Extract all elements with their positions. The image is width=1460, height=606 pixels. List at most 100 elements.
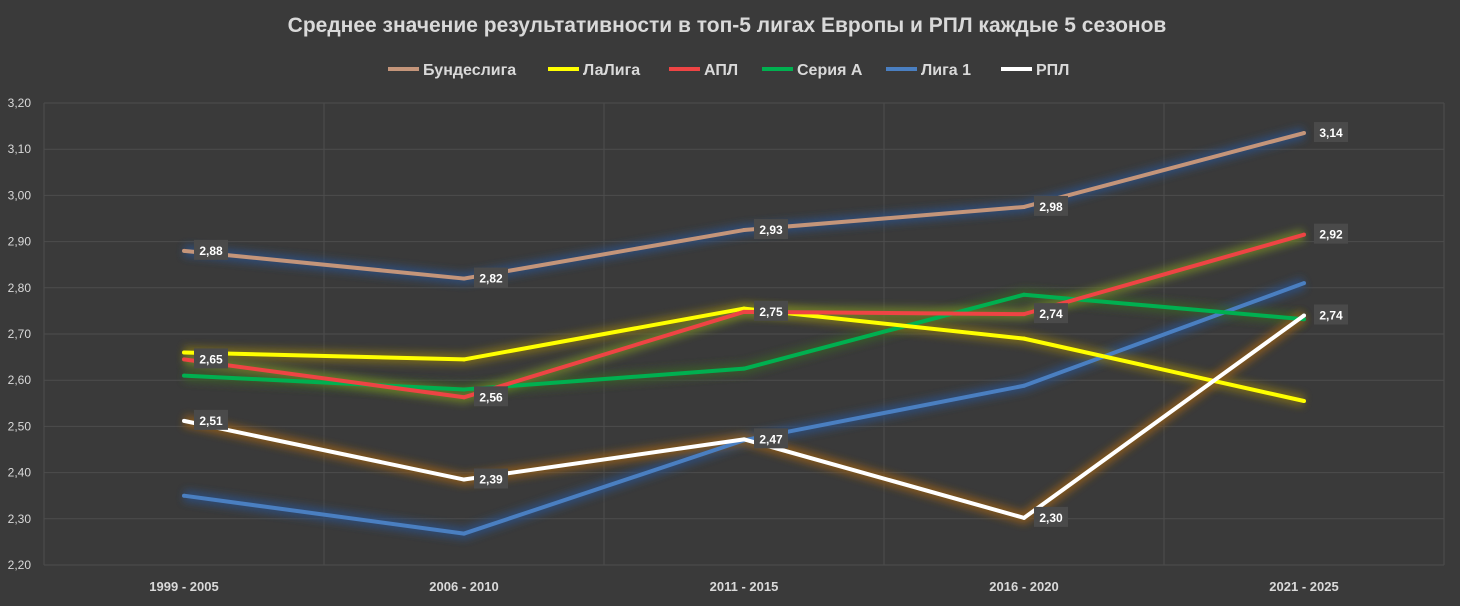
- legend-label: РПЛ: [1036, 62, 1069, 79]
- x-tick-label: 1999 - 2005: [149, 579, 218, 594]
- data-label-text: 2,88: [199, 244, 223, 258]
- series-point: [1302, 398, 1306, 403]
- series-point: [182, 350, 186, 355]
- y-tick-label: 2,90: [8, 235, 32, 249]
- data-label-box: [474, 468, 508, 489]
- legend: Бундеслига ЛаЛига АПЛ Серия А Лига 1 РПЛ: [388, 62, 1069, 79]
- series-point: [462, 477, 466, 482]
- series-point: [742, 366, 746, 371]
- data-label-box: [474, 267, 508, 288]
- data-label-text: 2,74: [1039, 307, 1063, 321]
- data-label: 2,98: [1034, 195, 1068, 216]
- y-tick-label: 2,30: [8, 512, 32, 526]
- series-point: [182, 357, 186, 362]
- legend-label: Лига 1: [921, 62, 971, 79]
- series-point: [182, 418, 186, 423]
- data-label: 2,82: [474, 267, 508, 288]
- x-tick-label: 2021 - 2025: [1269, 579, 1338, 594]
- data-label: 2,92: [1314, 223, 1348, 244]
- series-point: [462, 531, 466, 536]
- data-label-text: 2,82: [479, 272, 503, 286]
- legend-label: ЛаЛига: [583, 62, 640, 79]
- y-tick-label: 2,50: [8, 419, 32, 433]
- data-label: 2,74: [1034, 303, 1068, 324]
- data-label-text: 2,74: [1319, 309, 1343, 323]
- data-label-box: [194, 348, 228, 369]
- x-tick-label: 2006 - 2010: [429, 579, 498, 594]
- data-label-box: [194, 239, 228, 260]
- data-label-text: 3,14: [1319, 126, 1343, 140]
- series-point: [742, 306, 746, 311]
- series-point: [1022, 292, 1026, 297]
- chart-title: Среднее значение результативности в топ-…: [288, 14, 1167, 37]
- data-label-text: 2,92: [1319, 228, 1343, 242]
- data-label-box: [754, 428, 788, 449]
- series-point: [182, 373, 186, 378]
- data-label: 2,30: [1034, 506, 1068, 527]
- legend-item: Лига 1: [886, 62, 971, 79]
- data-label: 2,65: [194, 348, 228, 369]
- data-label-box: [1034, 506, 1068, 527]
- data-label: 2,93: [754, 219, 788, 240]
- data-labels: 2,88 2,82 2,93 2,98 3,14 2,65 2,56 2,75 2,74 2,92…: [194, 122, 1348, 527]
- data-label-box: [194, 409, 228, 430]
- series-point: [1022, 204, 1026, 209]
- series-point: [1302, 281, 1306, 286]
- data-label: 3,14: [1314, 122, 1348, 143]
- series-point: [742, 228, 746, 233]
- legend-item: Серия А: [762, 62, 863, 79]
- series-point: [742, 309, 746, 314]
- data-label-box: [754, 219, 788, 240]
- series-lines: [182, 131, 1306, 536]
- x-tick-label: 2011 - 2015: [710, 579, 779, 594]
- data-label-box: [1314, 304, 1348, 325]
- series-point: [462, 395, 466, 400]
- y-axis: 2,20 2,30 2,40 2,50 2,60 2,70 2,80 2,90 3,00 3,10…: [8, 96, 32, 572]
- data-label-box: [754, 300, 788, 321]
- data-label-box: [1034, 195, 1068, 216]
- series-point: [1302, 313, 1306, 318]
- data-label: 2,47: [754, 428, 788, 449]
- series-point: [1022, 515, 1026, 520]
- data-label: 2,75: [754, 300, 788, 321]
- series-point: [182, 493, 186, 498]
- data-label-text: 2,51: [199, 414, 223, 428]
- data-label-text: 2,65: [199, 352, 223, 366]
- series-point: [462, 357, 466, 362]
- data-label-text: 2,98: [1039, 200, 1063, 214]
- legend-label: АПЛ: [704, 62, 738, 79]
- data-label-box: [1314, 122, 1348, 143]
- data-label-box: [1034, 303, 1068, 324]
- y-tick-label: 2,70: [8, 327, 32, 341]
- series-point: [1022, 312, 1026, 317]
- data-label-box: [1314, 223, 1348, 244]
- y-tick-label: 2,20: [8, 558, 32, 572]
- data-label-text: 2,39: [479, 473, 503, 487]
- series-point: [1022, 383, 1026, 388]
- y-tick-label: 2,80: [8, 281, 32, 295]
- data-label-text: 2,93: [759, 223, 783, 237]
- data-label-text: 2,47: [759, 432, 783, 446]
- data-label-text: 2,75: [759, 305, 783, 319]
- data-label: 2,88: [194, 239, 228, 260]
- series-point: [1302, 232, 1306, 237]
- legend-item: РПЛ: [1001, 62, 1069, 79]
- legend-label: Бундеслига: [423, 62, 516, 79]
- data-label-text: 2,56: [479, 390, 503, 404]
- data-label: 2,39: [474, 468, 508, 489]
- data-label: 2,56: [474, 386, 508, 407]
- x-axis: 1999 - 2005 2006 - 2010 2011 - 2015 2016 - …: [149, 579, 1338, 594]
- legend-item: Бундеслига: [388, 62, 516, 79]
- legend-item: ЛаЛига: [548, 62, 640, 79]
- y-tick-label: 3,20: [8, 96, 32, 110]
- y-tick-label: 3,00: [8, 188, 32, 202]
- series-point: [1022, 336, 1026, 341]
- legend-item: АПЛ: [669, 62, 738, 79]
- series-point: [462, 387, 466, 392]
- series-point: [742, 437, 746, 442]
- series-point: [1302, 131, 1306, 136]
- series-point: [182, 248, 186, 253]
- legend-label: Серия А: [797, 62, 863, 79]
- series-point: [462, 276, 466, 281]
